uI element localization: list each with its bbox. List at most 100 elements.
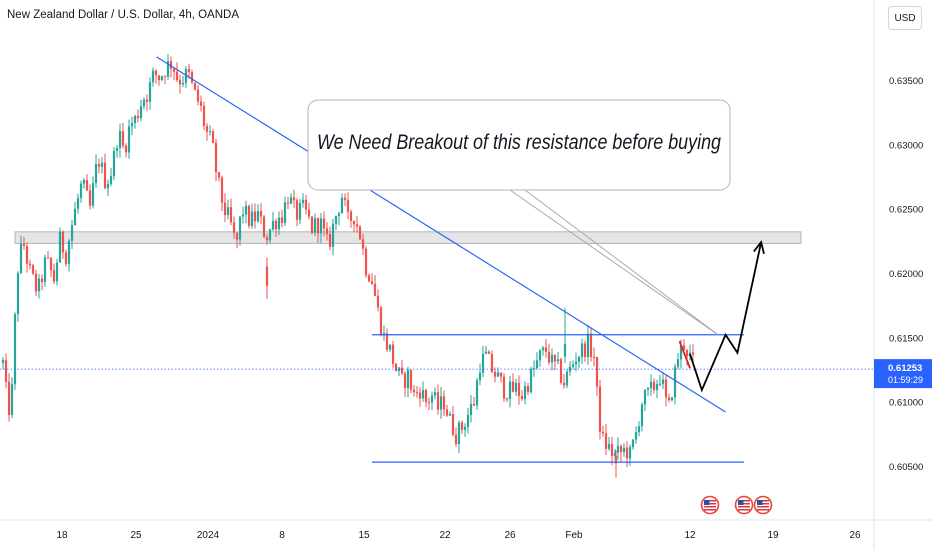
candle[interactable] (643, 389, 647, 412)
resistance-zone[interactable] (14, 231, 802, 244)
candle[interactable] (40, 274, 44, 291)
candle[interactable] (334, 215, 338, 231)
candle[interactable] (559, 357, 563, 385)
candle[interactable] (547, 343, 551, 366)
candle[interactable] (670, 396, 674, 402)
candle[interactable] (73, 201, 77, 226)
candle[interactable] (196, 84, 200, 106)
candle[interactable] (76, 193, 80, 214)
candle[interactable] (445, 404, 449, 417)
candle[interactable] (622, 443, 626, 457)
candle[interactable] (460, 420, 464, 435)
candle[interactable] (112, 146, 116, 181)
candle[interactable] (400, 359, 404, 376)
candle[interactable] (256, 204, 260, 224)
candle[interactable] (70, 219, 74, 250)
candle[interactable] (655, 379, 659, 399)
candle[interactable] (493, 367, 497, 383)
candle[interactable] (277, 211, 281, 235)
candle[interactable] (391, 340, 395, 368)
candle[interactable] (298, 199, 302, 225)
candle[interactable] (10, 377, 14, 419)
candle[interactable] (625, 441, 629, 468)
candle[interactable] (22, 236, 26, 250)
candle[interactable] (271, 212, 275, 232)
candle[interactable] (199, 95, 203, 112)
candle[interactable] (106, 179, 110, 196)
candle[interactable] (364, 245, 368, 278)
candle[interactable] (466, 407, 470, 434)
candle[interactable] (433, 387, 437, 400)
candle[interactable] (235, 232, 239, 249)
candle[interactable] (316, 217, 320, 243)
candle[interactable] (229, 198, 233, 226)
candle[interactable] (415, 385, 419, 398)
candle[interactable] (361, 233, 365, 255)
candle[interactable] (439, 387, 443, 419)
candle[interactable] (142, 97, 146, 110)
candle[interactable] (352, 220, 356, 233)
candle[interactable] (631, 439, 635, 450)
candle[interactable] (346, 192, 350, 220)
candle[interactable] (601, 425, 605, 437)
candle[interactable] (604, 424, 608, 455)
candle[interactable] (412, 384, 416, 397)
candle[interactable] (232, 216, 236, 239)
pullback-arrow[interactable] (678, 340, 691, 369)
candle[interactable] (649, 374, 653, 396)
candle[interactable] (31, 263, 35, 276)
candle[interactable] (529, 366, 533, 394)
lines-layer[interactable] (0, 56, 874, 463)
candle[interactable] (349, 209, 353, 228)
candle[interactable] (13, 312, 17, 390)
candle[interactable] (511, 373, 515, 393)
candle[interactable] (145, 94, 149, 112)
candle[interactable] (577, 355, 581, 369)
candle[interactable] (1, 356, 5, 370)
candle[interactable] (208, 125, 212, 136)
candle[interactable] (85, 174, 89, 191)
candle[interactable] (424, 388, 428, 408)
candle[interactable] (523, 381, 527, 405)
candle[interactable] (607, 436, 611, 451)
candle[interactable] (265, 257, 269, 299)
candle[interactable] (52, 263, 56, 284)
candle[interactable] (163, 75, 167, 85)
candle[interactable] (211, 128, 215, 144)
candle[interactable] (169, 56, 173, 78)
candle[interactable] (253, 203, 257, 229)
candle[interactable] (487, 350, 491, 355)
candle[interactable] (157, 75, 161, 86)
currency-button[interactable]: USD (888, 6, 922, 30)
candle[interactable] (367, 273, 371, 283)
candle[interactable] (7, 373, 11, 422)
candle[interactable] (262, 215, 266, 238)
candle[interactable] (274, 218, 278, 237)
candle[interactable] (244, 200, 248, 224)
candle[interactable] (61, 230, 65, 259)
candle[interactable] (124, 143, 128, 158)
candle[interactable] (100, 157, 104, 174)
candle[interactable] (562, 374, 566, 389)
candle[interactable] (379, 306, 383, 337)
candle[interactable] (268, 228, 272, 244)
candle[interactable] (454, 427, 458, 447)
candle[interactable] (265, 233, 269, 245)
candle[interactable] (646, 387, 650, 396)
candle[interactable] (28, 259, 32, 270)
candle[interactable] (658, 374, 662, 387)
candle[interactable] (553, 354, 557, 370)
candle[interactable] (502, 373, 506, 402)
candle[interactable] (187, 63, 191, 79)
projection-arrow-path[interactable] (689, 241, 763, 393)
candle[interactable] (103, 153, 107, 190)
candle[interactable] (4, 353, 8, 389)
candle[interactable] (568, 361, 572, 376)
candle[interactable] (538, 349, 542, 367)
candle[interactable] (661, 372, 665, 390)
candle[interactable] (217, 171, 221, 182)
candle[interactable] (484, 346, 488, 355)
candle[interactable] (43, 254, 47, 288)
candle[interactable] (652, 378, 656, 394)
